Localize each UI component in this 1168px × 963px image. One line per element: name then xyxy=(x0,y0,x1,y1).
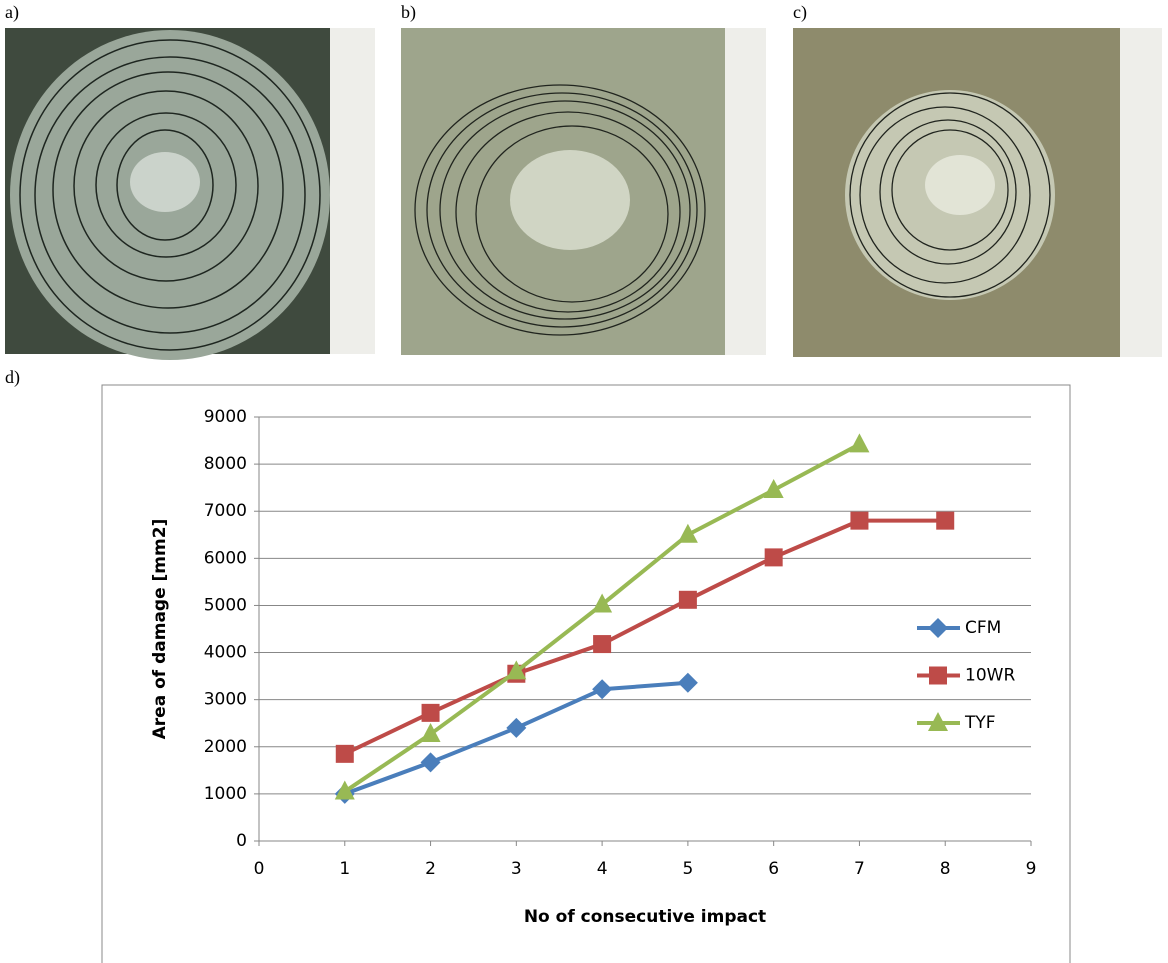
panel-label: d) xyxy=(5,367,20,388)
x-tick-label: 3 xyxy=(511,859,522,879)
marker xyxy=(336,745,354,763)
marker xyxy=(422,704,440,722)
y-tick-label: 8000 xyxy=(204,454,247,474)
y-tick-label: 4000 xyxy=(204,643,247,663)
panel-label: c) xyxy=(793,2,807,23)
y-tick-label: 2000 xyxy=(204,737,247,757)
x-tick-label: 1 xyxy=(339,859,350,879)
marker xyxy=(679,591,697,609)
photo-a xyxy=(5,28,375,360)
y-tick-label: 6000 xyxy=(204,548,247,568)
x-tick-label: 4 xyxy=(597,859,608,879)
photo-b xyxy=(401,28,766,355)
y-tick-label: 1000 xyxy=(204,784,247,804)
y-tick-label: 5000 xyxy=(204,595,247,615)
marker xyxy=(850,512,868,530)
y-tick-label: 0 xyxy=(236,831,247,851)
marker xyxy=(593,635,611,653)
y-tick-label: 3000 xyxy=(204,690,247,710)
x-tick-label: 2 xyxy=(425,859,436,879)
panel-label: b) xyxy=(401,2,416,23)
photo-c xyxy=(793,28,1162,357)
marker xyxy=(765,548,783,566)
marker xyxy=(936,512,954,530)
figure: a) b) c) d) 0 1 xyxy=(0,0,1168,963)
x-tick-label: 0 xyxy=(254,859,265,879)
legend-label: TYF xyxy=(964,713,996,733)
y-axis-label: Area of damage [mm2] xyxy=(150,519,170,740)
x-tick-label: 5 xyxy=(682,859,693,879)
x-axis-label: No of consecutive impact xyxy=(524,907,766,927)
legend-label: 10WR xyxy=(965,666,1015,686)
legend-label: CFM xyxy=(965,618,1001,638)
legend-marker xyxy=(929,667,947,685)
x-tick-label: 6 xyxy=(768,859,779,879)
x-tick-label: 7 xyxy=(854,859,865,879)
x-tick-label: 9 xyxy=(1026,859,1037,879)
y-tick-label: 9000 xyxy=(204,407,247,427)
chart: 0 1000 2000 3000 4000 5000 6000 7000 8000 9000 0 1 2… xyxy=(102,385,1070,963)
x-tick-label: 8 xyxy=(940,859,951,879)
panel-label: a) xyxy=(5,2,19,23)
y-tick-label: 7000 xyxy=(204,501,247,521)
